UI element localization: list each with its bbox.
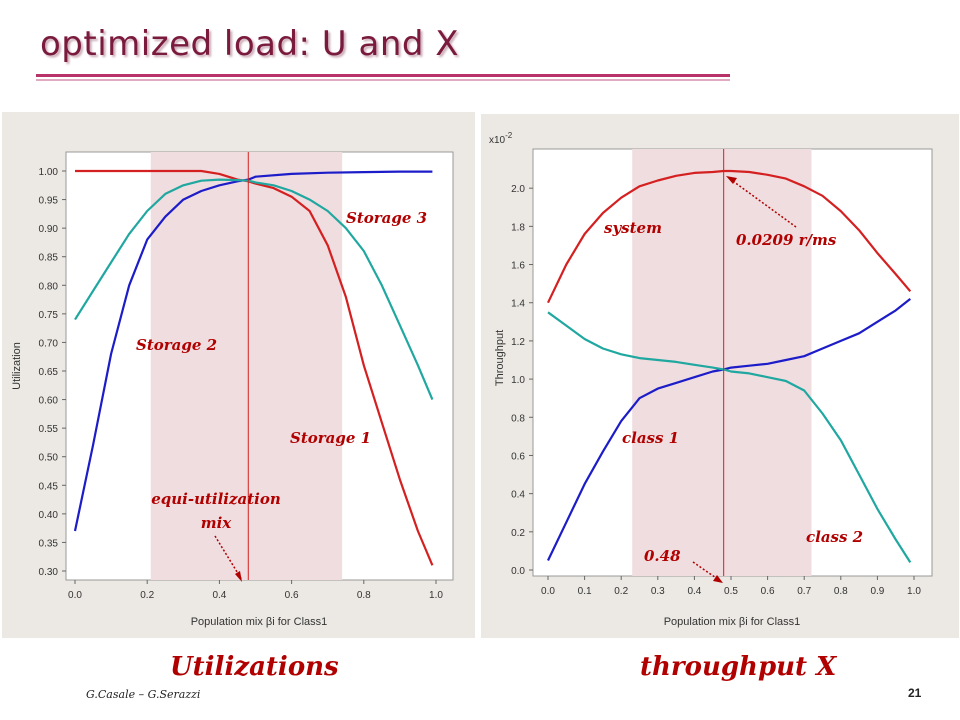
utilization-series-storage-3 [74,178,434,401]
throughput-xtick-label: 1.0 [907,586,921,597]
utilization-ytick-label: 0.70 [39,338,59,349]
annotation-class-1: class 1 [622,429,679,447]
mix-arrow-line [692,561,720,581]
utilization-ytick-label: 0.30 [39,567,59,578]
throughput-multiplier: x10-2 [489,131,513,146]
utilization-shaded-band [150,152,343,580]
throughput-xtick-label: 0.3 [651,586,665,597]
caption-utilizations: Utilizations [170,652,339,682]
throughput-xlabel: Population mix βi for Class1 [664,616,801,628]
utilization-ytick-label: 0.55 [39,424,59,435]
slide-title: optimized load: U and X [40,24,460,64]
throughput-xtick-label: 0.2 [614,586,628,597]
throughput-ytick-label: 1.8 [511,222,525,233]
throughput-ytick-label: 0.2 [511,528,525,539]
utilization-chart: 0.30 0.35 0.40 0.45 0.50 0.55 0.60 0.65 0.70 0.75… [2,112,475,638]
annotation-storage-3: Storage 3 [346,209,427,227]
throughput-xtick-label: 0.0 [541,586,555,597]
utilization-ytick-label: 1.00 [39,167,59,178]
throughput-xtick-label: 0.1 [578,586,592,597]
footer-author: G.Casale – G.Serazzi [86,688,201,701]
throughput-ytick-label: 0.8 [511,413,525,424]
utilization-ytick-label: 0.45 [39,481,59,492]
throughput-xtick-label: 0.9 [870,586,884,597]
throughput-xtick-label: 0.7 [797,586,811,597]
utilization-xtick-label: 1.0 [429,590,443,601]
annotation-storage-2: Storage 2 [136,336,217,354]
annotation-system: system [604,219,662,237]
utilization-ylabel: Utilization [11,342,23,390]
throughput-ytick-label: 1.6 [511,261,525,272]
annotation-mix-value: 0.48 [644,547,681,565]
title-underline [36,74,730,77]
throughput-ytick-label: 1.4 [511,299,525,310]
page-number: 21 [908,686,922,700]
equi-arrow-line [214,535,243,581]
utilization-ytick-label: 0.75 [39,310,59,321]
throughput-xtick-label: 0.5 [724,586,738,597]
utilization-series-storage-2 [73,170,433,532]
utilization-xtick-label: 0.2 [140,590,154,601]
throughput-xtick-label: 0.8 [834,586,848,597]
throughput-shaded-band [632,149,812,576]
annotation-class-2: class 2 [806,528,863,546]
throughput-series-system [547,169,912,304]
title-underline-shadow [36,79,730,81]
throughput-ytick-label: 0.4 [511,490,525,501]
annotation-equi-utilization: equi-utilization [151,490,281,508]
caption-throughput: throughput X [640,652,837,682]
utilization-ytick-label: 0.60 [39,396,59,407]
utilization-ytick-label: 0.85 [39,253,59,264]
mix-arrow-head [713,575,723,583]
utilization-ytick-label: 0.50 [39,453,59,464]
utilization-ytick-label: 0.40 [39,510,59,521]
utilization-xtick-label: 0.0 [68,590,82,601]
equi-arrow-head [235,571,242,582]
throughput-ytick-label: 1.2 [511,337,525,348]
annotation-storage-1: Storage 1 [290,429,371,447]
throughput-chart: 0.0 0.2 0.4 0.6 0.8 1.0 1.2 1.4 1.6 1.8 2.0 0.0 0.1 0… [481,114,959,638]
annotation-mix: mix [201,514,233,532]
peak-arrow-line [729,178,797,228]
utilization-ytick-label: 0.35 [39,538,59,549]
throughput-xtick-label: 0.4 [687,586,701,597]
throughput-ylabel: Throughput [494,330,506,386]
utilization-ytick-label: 0.95 [39,196,59,207]
utilization-xlabel: Population mix βi for Class1 [191,616,328,628]
utilization-xtick-label: 0.4 [212,590,226,601]
utilization-xtick-label: 0.6 [285,590,299,601]
throughput-series-class-1 [547,298,911,561]
throughput-ytick-label: 2.0 [511,184,525,195]
throughput-ytick-label: 0.0 [511,566,525,577]
peak-arrow-head [726,176,737,184]
throughput-ytick-label: 0.6 [511,451,525,462]
utilization-ytick-label: 0.80 [39,281,59,292]
throughput-ytick-label: 1.0 [511,375,525,386]
annotation-peak-throughput: 0.0209 r/ms [736,231,837,249]
utilization-ytick-label: 0.90 [39,224,59,235]
utilization-xtick-label: 0.8 [357,590,371,601]
throughput-xtick-label: 0.6 [761,586,775,597]
utilization-ytick-label: 0.65 [39,367,59,378]
throughput-series-class-2 [547,311,912,563]
